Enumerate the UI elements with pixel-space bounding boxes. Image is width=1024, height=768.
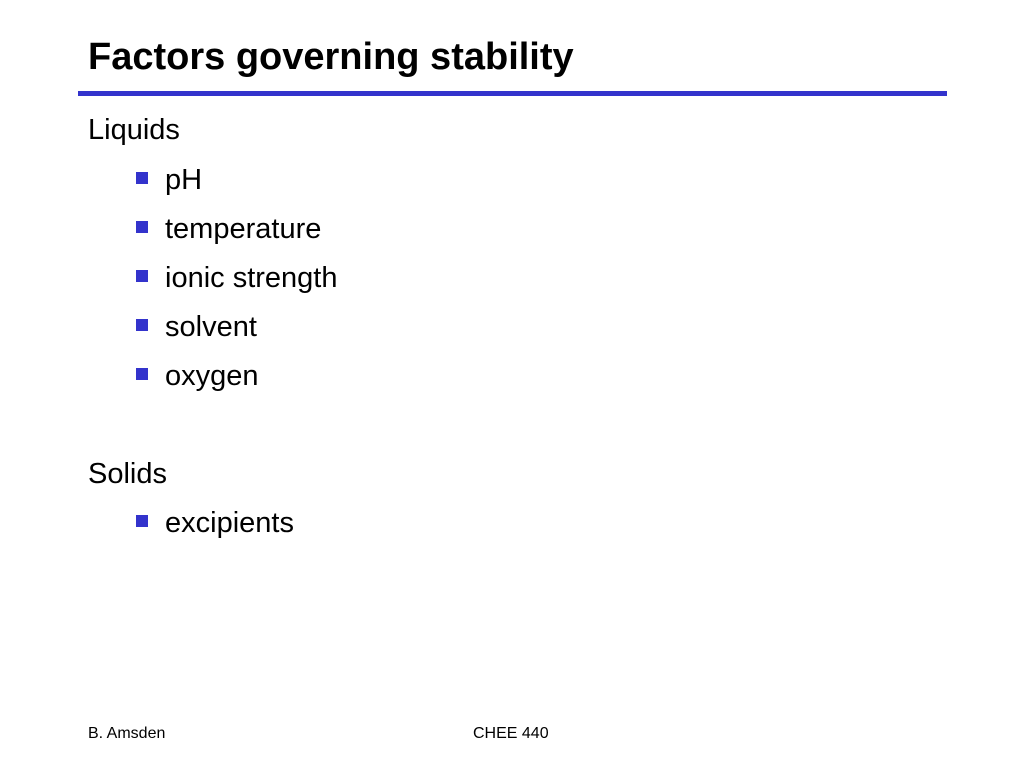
list-item-text: oxygen bbox=[165, 360, 259, 392]
list-item-text: solvent bbox=[165, 311, 257, 343]
list-item-text: excipients bbox=[165, 507, 294, 539]
square-bullet-icon bbox=[136, 319, 148, 331]
slide-title: Factors governing stability bbox=[88, 36, 574, 78]
section-heading-liquids: Liquids bbox=[88, 114, 180, 146]
square-bullet-icon bbox=[136, 221, 148, 233]
list-item-text: ionic strength bbox=[165, 262, 338, 294]
square-bullet-icon bbox=[136, 172, 148, 184]
square-bullet-icon bbox=[136, 515, 148, 527]
footer-author: B. Amsden bbox=[88, 725, 166, 742]
list-item-text: pH bbox=[165, 164, 203, 196]
section-heading-solids: Solids bbox=[88, 458, 167, 490]
footer-course: CHEE 440 bbox=[473, 725, 549, 742]
title-underline bbox=[78, 91, 947, 96]
square-bullet-icon bbox=[136, 270, 148, 282]
list-item-text: temperature bbox=[165, 213, 322, 245]
square-bullet-icon bbox=[136, 368, 148, 380]
